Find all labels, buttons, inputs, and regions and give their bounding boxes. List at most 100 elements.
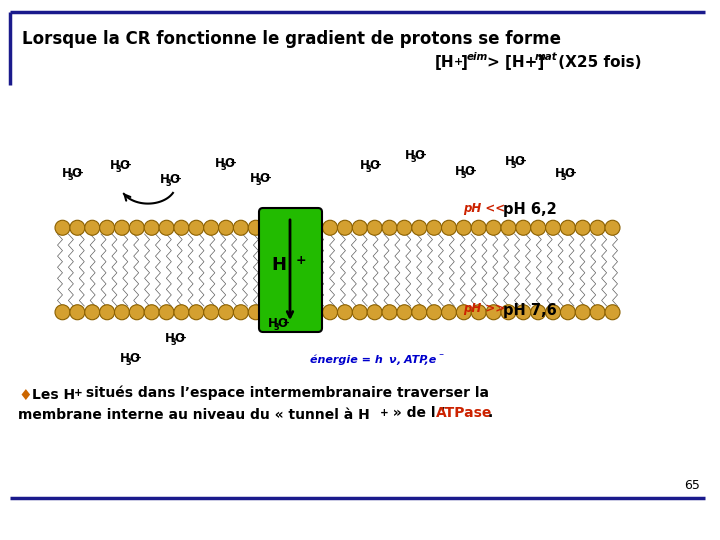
Text: O: O <box>259 172 269 185</box>
Circle shape <box>174 220 189 235</box>
Circle shape <box>99 220 114 235</box>
Text: +: + <box>230 158 236 167</box>
Circle shape <box>338 305 352 320</box>
Circle shape <box>531 220 546 235</box>
Circle shape <box>382 305 397 320</box>
Text: O: O <box>174 332 184 345</box>
Circle shape <box>70 305 85 320</box>
Text: ]: ] <box>461 55 468 70</box>
Text: 3: 3 <box>274 323 279 332</box>
Circle shape <box>114 220 130 235</box>
Circle shape <box>501 305 516 320</box>
Text: Lorsque la CR fonctionne le gradient de protons se forme: Lorsque la CR fonctionne le gradient de … <box>22 30 561 48</box>
Text: pH <<: pH << <box>463 202 505 215</box>
Text: +: + <box>179 333 186 342</box>
Text: pH >>: pH >> <box>463 302 505 315</box>
Circle shape <box>114 305 130 320</box>
Circle shape <box>144 220 159 235</box>
Text: +: + <box>296 253 307 267</box>
Circle shape <box>486 305 501 320</box>
Text: 3: 3 <box>220 163 226 172</box>
Text: H: H <box>110 159 120 172</box>
Text: +: + <box>283 318 289 327</box>
Text: +: + <box>380 408 389 418</box>
Circle shape <box>159 305 174 320</box>
Text: O: O <box>564 167 574 180</box>
Text: +: + <box>420 150 426 159</box>
Circle shape <box>456 305 472 320</box>
Circle shape <box>85 220 100 235</box>
Circle shape <box>441 220 456 235</box>
Text: 3: 3 <box>170 338 176 347</box>
Text: H: H <box>555 167 565 180</box>
Text: +: + <box>469 166 477 175</box>
Text: 3: 3 <box>560 173 566 182</box>
Circle shape <box>323 305 338 320</box>
Text: O: O <box>369 159 379 172</box>
Circle shape <box>605 305 620 320</box>
Text: > [H+]: > [H+] <box>487 55 544 70</box>
Circle shape <box>218 305 233 320</box>
Text: H: H <box>160 173 170 186</box>
Circle shape <box>189 305 204 320</box>
Text: 3: 3 <box>125 358 131 367</box>
Circle shape <box>516 220 531 235</box>
Circle shape <box>218 220 233 235</box>
Circle shape <box>85 305 100 320</box>
Circle shape <box>546 305 561 320</box>
Circle shape <box>204 220 219 235</box>
Circle shape <box>427 220 441 235</box>
Text: O: O <box>414 149 424 162</box>
Text: pH 7,6: pH 7,6 <box>503 303 557 318</box>
Circle shape <box>560 220 575 235</box>
Circle shape <box>352 305 367 320</box>
Circle shape <box>560 305 575 320</box>
Circle shape <box>233 305 248 320</box>
Text: énergie = h: énergie = h <box>310 354 383 365</box>
Text: mat: mat <box>535 52 558 62</box>
Text: H: H <box>165 332 175 345</box>
Text: +: + <box>135 353 142 362</box>
Text: +: + <box>125 160 132 169</box>
Text: O: O <box>464 165 474 178</box>
Circle shape <box>323 220 338 235</box>
Circle shape <box>338 220 352 235</box>
Circle shape <box>427 305 441 320</box>
Circle shape <box>412 220 427 235</box>
Circle shape <box>233 220 248 235</box>
Circle shape <box>189 220 204 235</box>
Circle shape <box>546 220 561 235</box>
Text: 3: 3 <box>115 165 121 174</box>
Text: [H: [H <box>435 55 454 70</box>
Circle shape <box>575 220 590 235</box>
Text: 3: 3 <box>410 155 416 164</box>
Circle shape <box>486 220 501 235</box>
Circle shape <box>130 305 144 320</box>
Circle shape <box>590 305 605 320</box>
Text: (X25 fois): (X25 fois) <box>553 55 642 70</box>
Circle shape <box>159 220 174 235</box>
Text: , ATP,e: , ATP,e <box>396 355 436 365</box>
Circle shape <box>471 220 486 235</box>
Circle shape <box>441 305 456 320</box>
Text: +: + <box>374 160 382 169</box>
Circle shape <box>130 220 144 235</box>
Circle shape <box>531 305 546 320</box>
Circle shape <box>367 220 382 235</box>
Text: H: H <box>505 155 515 168</box>
Circle shape <box>412 305 427 320</box>
Circle shape <box>605 220 620 235</box>
Text: ⁻: ⁻ <box>438 352 443 362</box>
Text: +: + <box>74 388 83 398</box>
Text: H: H <box>62 167 72 180</box>
Circle shape <box>99 305 114 320</box>
Text: 65: 65 <box>684 479 700 492</box>
Text: +: + <box>454 57 463 67</box>
Circle shape <box>70 220 85 235</box>
Text: O: O <box>277 317 287 330</box>
Circle shape <box>456 220 472 235</box>
Circle shape <box>382 220 397 235</box>
Text: 3: 3 <box>510 161 516 170</box>
Circle shape <box>575 305 590 320</box>
Circle shape <box>248 220 264 235</box>
